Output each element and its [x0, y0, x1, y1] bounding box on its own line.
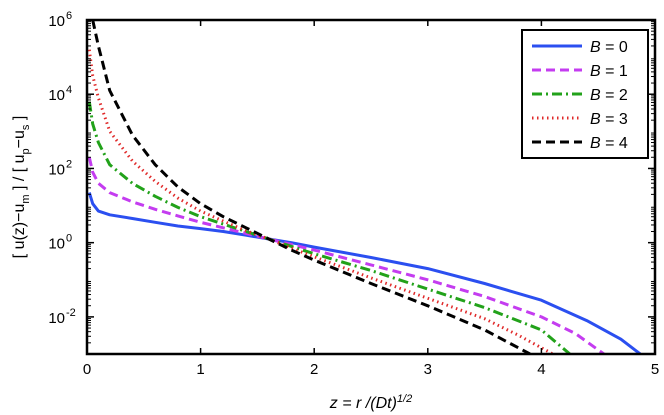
series-line-b4	[91, 20, 531, 354]
legend-label-b3: B = 3	[590, 111, 628, 128]
x-axis: 0 1 2 3 4 5	[83, 20, 659, 378]
y-tick-exponent: 0	[66, 233, 72, 245]
series-line-b2	[87, 101, 571, 354]
x-tick-label: 1	[196, 361, 204, 378]
x-tick-label: 4	[537, 361, 545, 378]
y-tick-label: 10	[48, 236, 65, 253]
y-tick-label: 10	[48, 161, 65, 178]
legend-box	[521, 29, 649, 159]
x-axis-label: z = r /(Dt)1/2	[329, 393, 412, 412]
series-line-b0	[87, 192, 642, 354]
series-line-b1	[87, 156, 605, 354]
x-tick-label: 2	[310, 361, 318, 378]
y-tick-exponent: 4	[66, 84, 72, 96]
y-tick-exponent: -2	[66, 307, 76, 319]
y-tick-label: 10	[48, 87, 65, 104]
y-tick-exponent: 6	[66, 10, 72, 22]
legend-label-b2: B = 2	[590, 87, 628, 104]
legend-label-b0: B = 0	[590, 39, 628, 56]
x-tick-label: 5	[651, 361, 659, 378]
y-tick-exponent: 2	[66, 158, 72, 170]
plot-frame	[85, 18, 657, 356]
x-tick-label: 3	[424, 361, 432, 378]
y-tick-label: 10	[48, 310, 65, 327]
legend: B = 0 B = 1 B = 2 B = 3 B = 4	[521, 29, 649, 159]
series-line-b3	[87, 49, 554, 354]
x-tick-label: 0	[83, 361, 91, 378]
legend-label-b1: B = 1	[590, 63, 628, 80]
y-tick-label: 10	[48, 13, 65, 30]
y-axis-label: [ u(z)−um ] / [ up−us ]	[11, 116, 32, 259]
legend-label-b4: B = 4	[590, 135, 628, 152]
series-layer	[87, 20, 642, 354]
